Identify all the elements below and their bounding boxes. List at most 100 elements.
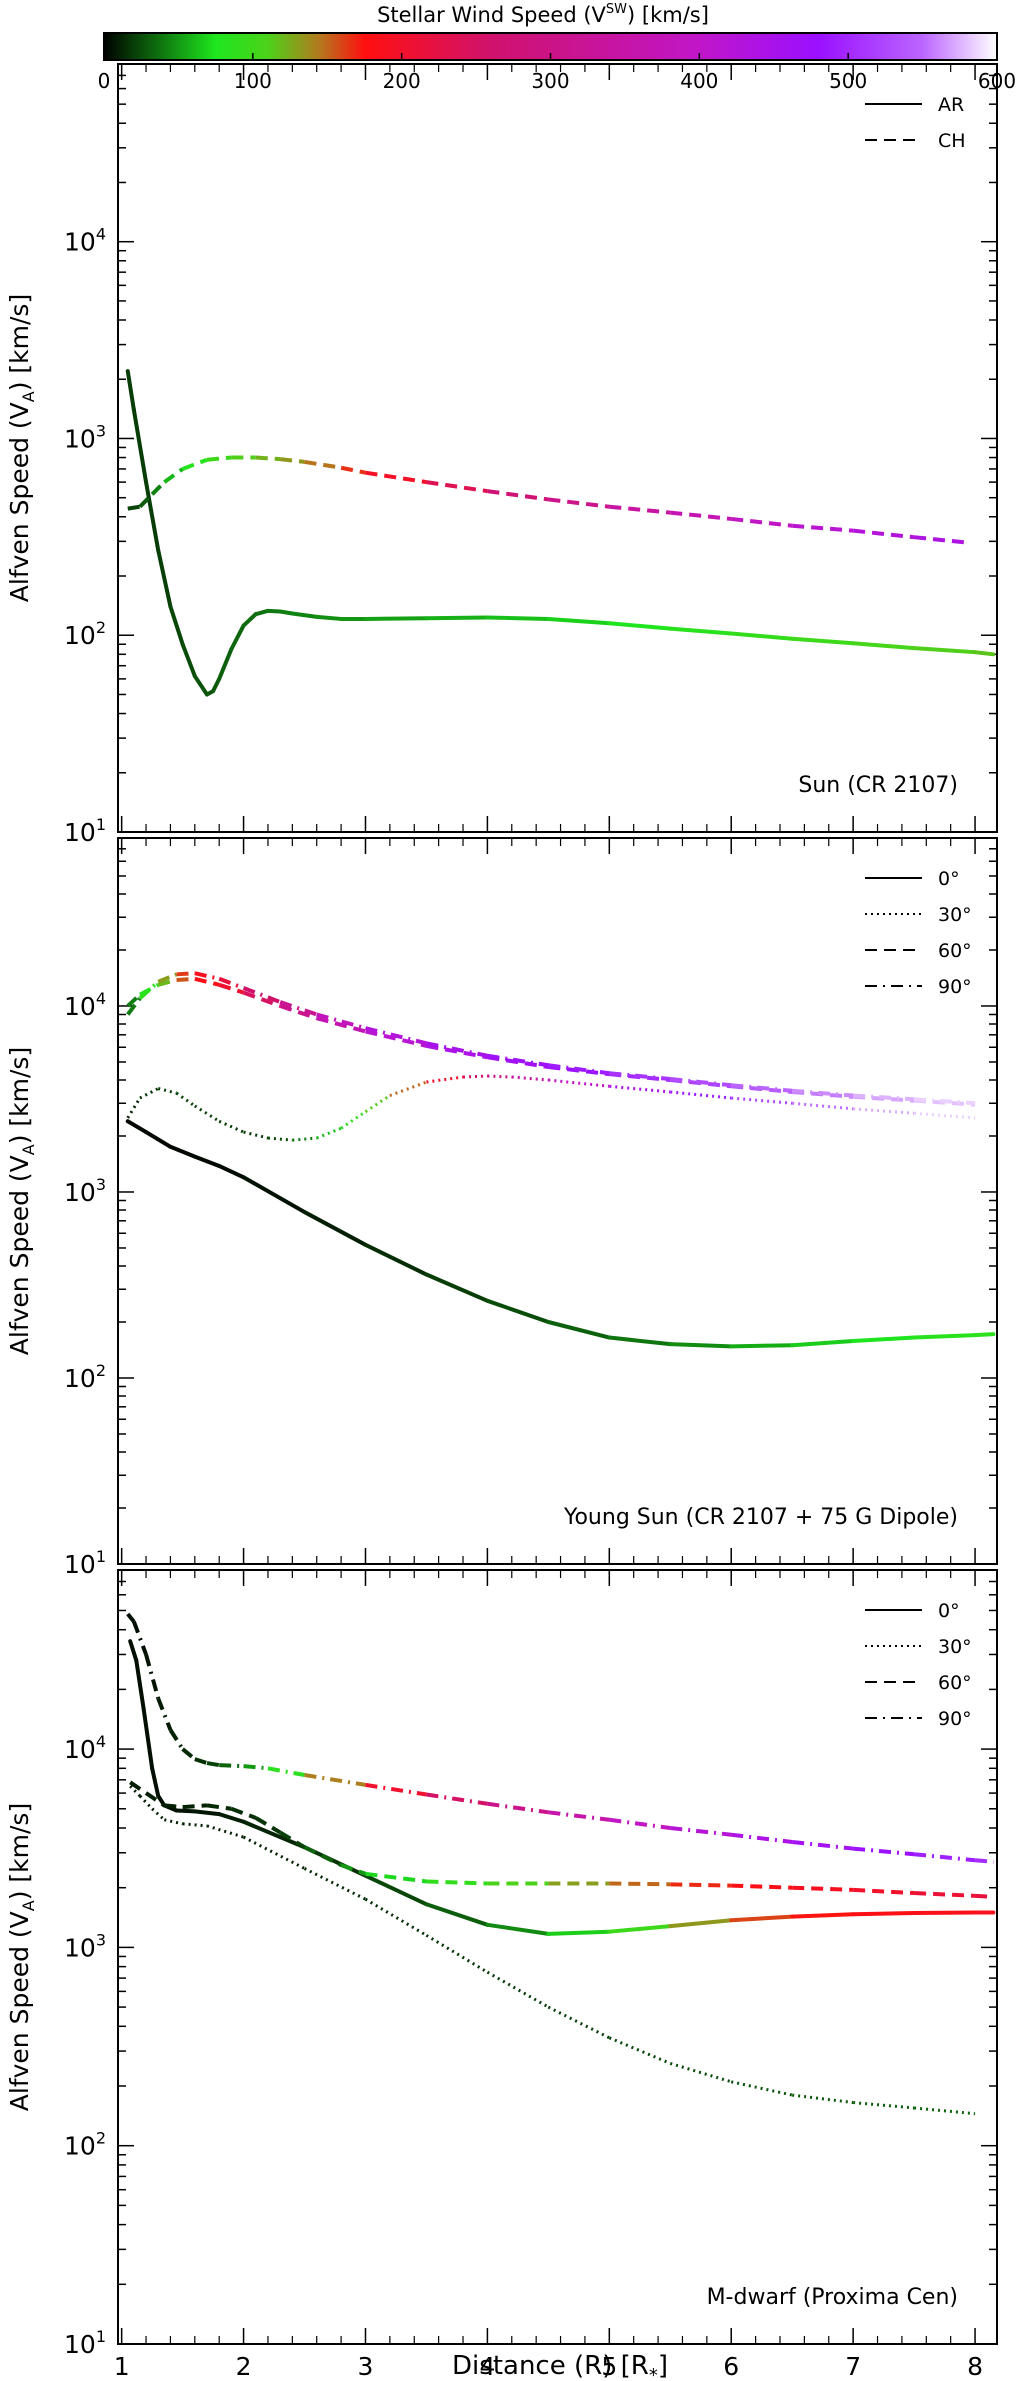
series-segment	[486, 1970, 550, 2009]
series-segment	[126, 1612, 136, 1623]
series-segment	[279, 1000, 318, 1017]
series-segment	[609, 1881, 671, 1887]
plot-frame	[117, 1569, 998, 2345]
series-segment	[912, 646, 978, 655]
series-segment	[267, 1766, 305, 1777]
legend-label: 60°	[938, 940, 972, 962]
colorbar-title: Stellar Wind Speed (VSW) [km/s]	[377, 2, 709, 27]
plot-frame	[117, 837, 998, 1565]
y-tick-label: 103	[64, 421, 106, 453]
series-segment	[192, 674, 209, 697]
series-segment	[194, 1757, 208, 1765]
series-segment	[546, 1320, 612, 1340]
series-segment	[144, 1130, 173, 1149]
series-line	[125, 369, 996, 697]
series-segment	[218, 1119, 245, 1134]
plot-frame	[117, 63, 998, 833]
series-segment	[175, 1091, 196, 1108]
series-segment	[609, 504, 671, 515]
series-segment	[670, 1826, 732, 1837]
series-segment	[279, 457, 305, 464]
series-segment	[131, 407, 149, 485]
x-tick-label: 1	[114, 2352, 130, 2381]
series-segment	[426, 1075, 464, 1084]
series-segment	[182, 1803, 208, 1810]
series-segment	[131, 1620, 148, 1656]
series-segment	[913, 2106, 976, 2116]
series-segment	[670, 1077, 732, 1088]
series-segment	[156, 1697, 173, 1731]
series-line	[126, 1612, 994, 1864]
series-segment	[138, 492, 154, 509]
series-segment	[182, 1822, 208, 1828]
series-segment	[302, 1210, 368, 1247]
series-segment	[731, 516, 793, 528]
series-segment	[176, 976, 195, 982]
series-segment	[426, 1041, 488, 1058]
legend-label: AR	[938, 94, 964, 116]
series-line	[126, 971, 976, 1106]
panel-m-dwarf: 101 102 103 104 1 2 3 4 5 6 7 8 Alfven Speed (VA) [k…	[5, 1569, 998, 2381]
series-segment	[853, 1107, 915, 1115]
series-segment	[218, 976, 245, 990]
series-segment	[304, 459, 342, 470]
series-segment	[669, 2061, 732, 2084]
series-segment	[790, 1339, 856, 1348]
series-segment	[164, 1818, 183, 1826]
series-segment	[670, 510, 732, 521]
series-segment	[241, 1819, 307, 1850]
series-segment	[138, 980, 160, 1000]
series-segment	[790, 1912, 856, 1919]
series-segment	[548, 497, 610, 509]
series-segment	[340, 465, 366, 475]
series-line	[128, 1639, 996, 1936]
x-tick-label: 3	[358, 2352, 374, 2381]
series-segment	[163, 467, 184, 484]
series-segment	[853, 2101, 915, 2110]
series-segment	[462, 1074, 488, 1079]
colorbar-tick-label: 300	[531, 69, 569, 93]
series-segment	[485, 615, 551, 621]
series-segment	[792, 2093, 854, 2105]
series-segment	[194, 976, 220, 987]
colorbar-tick-label: 400	[680, 69, 718, 93]
series-segment	[278, 609, 295, 616]
series-segment	[973, 650, 996, 657]
panel-label: Young Sun (CR 2107 + 75 G Dipole)	[563, 1505, 958, 1530]
series-segment	[913, 1852, 976, 1863]
x-tick-label: 2	[236, 2352, 252, 2381]
series-segment	[211, 676, 222, 694]
series-segment	[485, 1922, 551, 1936]
series-segment	[487, 489, 549, 502]
series-segment	[134, 1658, 146, 1711]
series-segment	[279, 1830, 306, 1849]
series-segment	[363, 1873, 429, 1907]
series-segment	[181, 1747, 197, 1761]
series-segment	[242, 986, 281, 1004]
series-segment	[853, 1093, 915, 1102]
series-segment	[914, 1891, 976, 1898]
colorbar: Stellar Wind Speed (VSW) [km/s] 0 100 200 3…	[98, 2, 1016, 93]
series-segment	[607, 1335, 673, 1347]
y-tick-label: 103	[64, 1930, 106, 1962]
series-segment	[241, 612, 258, 628]
series-segment	[279, 1004, 318, 1021]
series-segment	[511, 1075, 549, 1082]
series-segment	[668, 1342, 734, 1349]
y-tick-label: 103	[64, 1175, 106, 1207]
x-tick-label: 8	[967, 2352, 983, 2381]
series-segment	[426, 1043, 488, 1060]
series-segment	[424, 1272, 490, 1303]
series-segment	[129, 1785, 142, 1798]
series-segment	[912, 1910, 978, 1916]
series-segment	[487, 1053, 549, 1068]
y-tick-label: 102	[64, 618, 106, 650]
series-segment	[974, 1858, 994, 1864]
x-tick-label: 5	[601, 2352, 617, 2381]
series-segment	[316, 1016, 367, 1034]
series-segment	[670, 1882, 732, 1888]
series-segment	[292, 1136, 317, 1142]
series-segment	[192, 1154, 222, 1168]
series-line	[129, 1780, 994, 1899]
